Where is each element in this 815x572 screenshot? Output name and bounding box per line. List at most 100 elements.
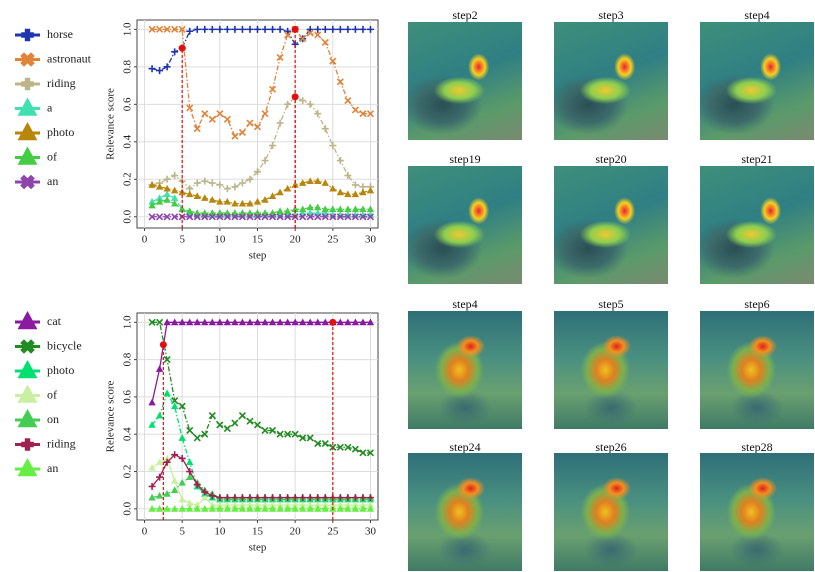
point	[216, 504, 224, 512]
point	[321, 504, 329, 512]
highlight-point	[159, 341, 167, 349]
image-caption: step6	[744, 297, 770, 311]
point	[223, 115, 231, 123]
point	[268, 213, 277, 221]
point	[359, 449, 367, 457]
point	[193, 125, 201, 133]
point	[261, 196, 269, 203]
y-tick-label: 0.2	[122, 172, 134, 186]
point	[314, 494, 322, 502]
point	[193, 213, 201, 221]
point	[208, 179, 216, 187]
point	[268, 318, 277, 326]
point	[299, 97, 307, 105]
point	[299, 179, 307, 186]
point	[321, 25, 329, 33]
point	[336, 318, 345, 326]
y-tick-label: 0.0	[122, 209, 134, 223]
heatmap-image	[408, 22, 522, 140]
legend-marker	[17, 359, 38, 379]
heatmap-image	[700, 22, 814, 140]
point	[306, 213, 314, 221]
point	[329, 213, 337, 221]
point	[148, 421, 156, 428]
point	[193, 179, 201, 187]
heatmap-image	[554, 311, 668, 429]
legend-marker	[21, 28, 34, 42]
point	[314, 439, 322, 448]
point	[156, 67, 164, 75]
point	[163, 196, 171, 203]
point	[155, 365, 164, 372]
image-caption: step24	[449, 440, 481, 454]
point	[208, 412, 216, 420]
point	[344, 494, 352, 502]
x-tick-label: 30	[365, 234, 377, 246]
point	[246, 213, 254, 221]
point	[344, 318, 352, 326]
point	[366, 205, 375, 213]
point	[314, 31, 322, 39]
point	[253, 318, 262, 326]
point	[148, 25, 156, 33]
highlight-point	[178, 44, 186, 52]
legend-label: riding	[47, 76, 76, 90]
legend-label: a	[47, 100, 53, 114]
point	[223, 425, 231, 433]
point	[193, 481, 201, 489]
point	[306, 25, 314, 33]
point	[268, 504, 277, 512]
point	[231, 419, 239, 427]
point	[238, 199, 247, 207]
y-tick-label: 1.0	[122, 22, 134, 36]
legend-marker	[17, 408, 38, 428]
point	[201, 194, 209, 201]
x-tick-label: 20	[290, 526, 302, 538]
point	[306, 434, 314, 442]
x-tick-label: 10	[214, 526, 226, 538]
point	[254, 494, 261, 502]
point	[171, 25, 179, 33]
point	[163, 184, 171, 192]
point	[299, 318, 307, 326]
point	[178, 478, 186, 486]
point	[351, 181, 359, 189]
point	[351, 504, 360, 512]
point	[306, 504, 314, 512]
point	[351, 445, 359, 453]
legend-label: of	[47, 149, 57, 163]
image-caption: step21	[741, 152, 773, 166]
point	[344, 25, 352, 33]
legend-marker	[20, 174, 35, 190]
point	[178, 504, 186, 512]
point	[284, 31, 292, 39]
point	[238, 128, 247, 136]
y-tick-label: 0.8	[122, 352, 134, 366]
x-tick-label: 0	[142, 234, 148, 246]
series-line	[152, 321, 371, 454]
point	[201, 430, 209, 438]
point	[170, 402, 179, 410]
point	[148, 398, 156, 406]
y-tick-label: 0.6	[122, 390, 134, 404]
point	[193, 192, 201, 200]
y-tick-label: 0.4	[122, 134, 134, 148]
point	[238, 412, 247, 420]
point	[344, 213, 352, 221]
point	[366, 318, 375, 326]
point	[246, 175, 254, 183]
point	[171, 48, 179, 56]
point	[170, 504, 179, 512]
legend-marker	[17, 310, 38, 330]
point	[366, 25, 374, 33]
point	[366, 449, 375, 457]
point	[284, 430, 292, 438]
point	[186, 104, 194, 112]
point	[321, 38, 329, 47]
legend-marker	[21, 77, 34, 91]
x-axis-label: step	[249, 250, 267, 262]
point	[186, 426, 194, 435]
point	[170, 477, 179, 484]
point	[156, 473, 164, 481]
point	[148, 181, 156, 188]
